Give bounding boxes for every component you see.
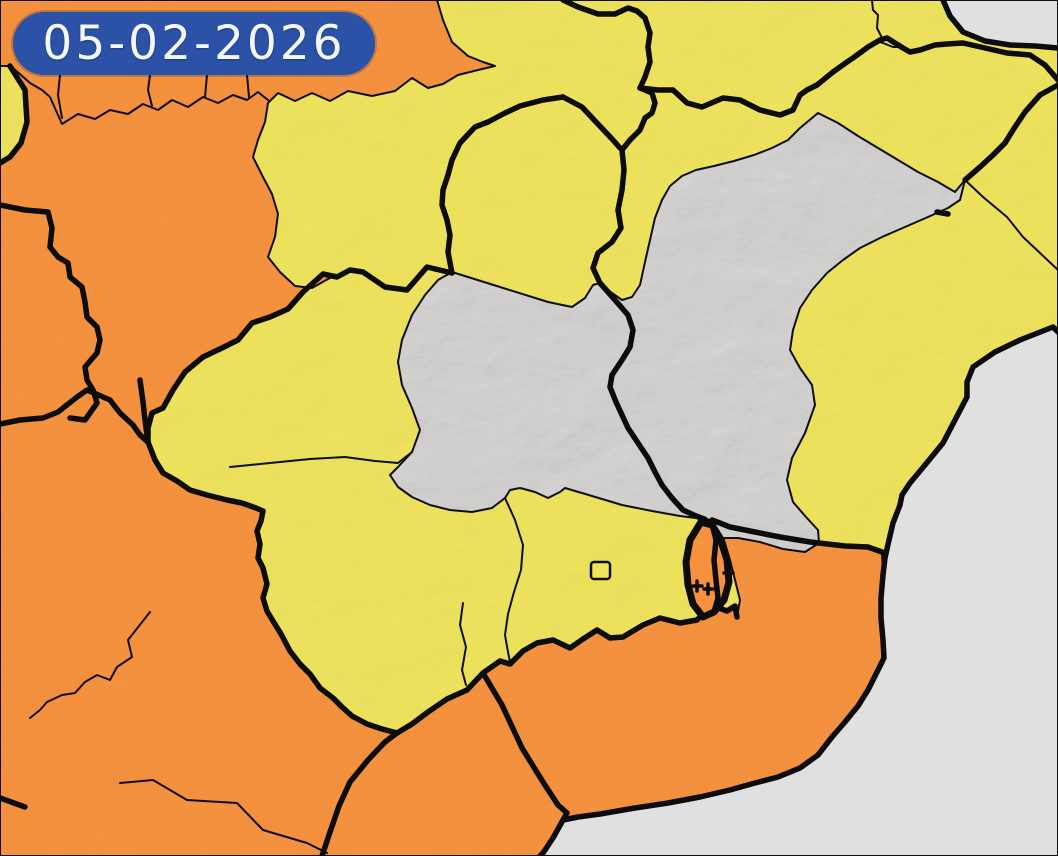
lagoon-cross-symbols — [691, 566, 735, 596]
region-enclave-yellow[interactable] — [589, 560, 612, 581]
date-badge-label: 05-02-2026 — [42, 16, 346, 71]
region-lagoon-pocket[interactable] — [682, 518, 733, 621]
zone-borders-thin — [11, 0, 1058, 854]
lagoon-strip-border — [701, 516, 721, 615]
date-badge: 05-02-2026 — [13, 12, 375, 75]
